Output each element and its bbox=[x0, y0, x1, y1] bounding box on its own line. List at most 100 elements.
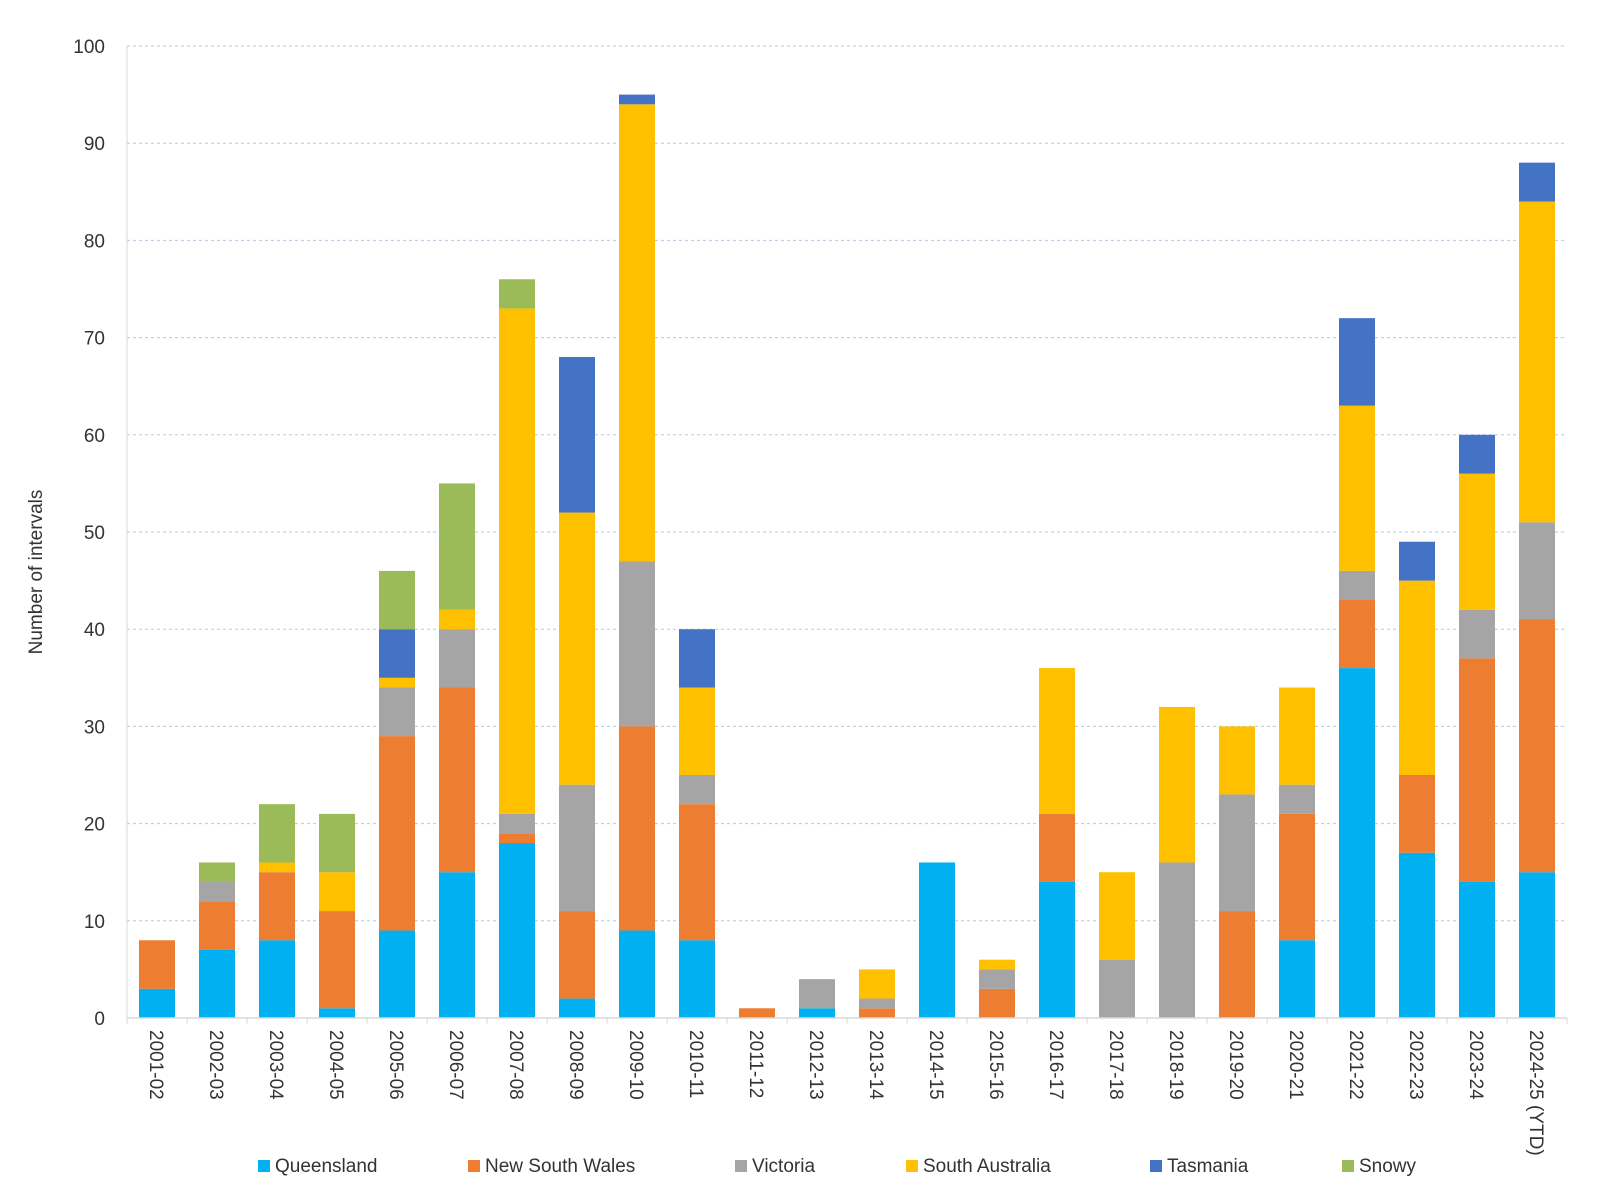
x-tick-label: 2017-18 bbox=[1105, 1030, 1126, 1100]
bar-segment bbox=[1519, 872, 1555, 1018]
bar-segment bbox=[1099, 872, 1135, 960]
y-tick-label: 50 bbox=[84, 523, 105, 544]
bar-segment bbox=[199, 881, 235, 902]
x-tick-label: 2014-15 bbox=[925, 1030, 946, 1100]
y-tick-label: 60 bbox=[84, 426, 105, 447]
bar-segment bbox=[439, 483, 475, 610]
bar-segment bbox=[1399, 775, 1435, 853]
bar-segment bbox=[619, 561, 655, 727]
bar-segment bbox=[1159, 706, 1195, 863]
legend-swatch bbox=[468, 1160, 480, 1172]
bar-segment bbox=[499, 813, 535, 834]
bar-segment bbox=[619, 930, 655, 1018]
bar-segment bbox=[679, 629, 715, 688]
bar-segment bbox=[259, 804, 295, 863]
legend-label: Snowy bbox=[1359, 1156, 1417, 1177]
bar-segment bbox=[619, 726, 655, 931]
y-tick-label: 70 bbox=[84, 329, 105, 350]
legend-swatch bbox=[735, 1160, 747, 1172]
y-tick-labels: 0 10 20 30 40 50 60 70 80 90 100 bbox=[73, 37, 105, 1030]
bar-segment bbox=[559, 784, 595, 912]
bar-segment bbox=[1219, 911, 1255, 1018]
bar-segment bbox=[859, 969, 895, 999]
bar-segment bbox=[1219, 794, 1255, 912]
bar-segment bbox=[559, 512, 595, 785]
bar-segment bbox=[1039, 813, 1075, 882]
x-tick-label: 2009-10 bbox=[625, 1030, 646, 1100]
bar-segment bbox=[379, 629, 415, 678]
bar-segment bbox=[679, 940, 715, 1018]
x-tick-label: 2010-11 bbox=[685, 1030, 706, 1098]
bar-segment bbox=[739, 1008, 775, 1018]
y-tick-label: 10 bbox=[84, 912, 105, 933]
bar-segment bbox=[319, 872, 355, 912]
x-tick-label: 2021-22 bbox=[1345, 1030, 1366, 1100]
bar-segment bbox=[259, 940, 295, 1018]
y-tick-label: 30 bbox=[84, 717, 105, 738]
bar-segment bbox=[1099, 959, 1135, 1018]
legend-label: South Australia bbox=[923, 1156, 1051, 1177]
x-tick-label: 2012-13 bbox=[805, 1030, 826, 1100]
bar-segment bbox=[499, 833, 535, 844]
bar-segment bbox=[199, 862, 235, 882]
x-tick-label: 2008-09 bbox=[565, 1030, 586, 1100]
bar-segment bbox=[1339, 668, 1375, 1018]
x-tick-labels: 2001-02 2002-03 2003-04 2004-05 2005-06 2006-… bbox=[145, 1030, 1546, 1156]
x-tick-label: 2019-20 bbox=[1225, 1030, 1246, 1100]
y-tick-label: 90 bbox=[84, 134, 105, 155]
y-tick-label: 0 bbox=[94, 1009, 105, 1030]
bar-segment bbox=[379, 736, 415, 931]
bar-segment bbox=[1159, 862, 1195, 1018]
bar-segment bbox=[1039, 881, 1075, 1018]
bars bbox=[139, 94, 1555, 1018]
bar-segment bbox=[1279, 940, 1315, 1018]
x-tick-label: 2024-25 (YTD) bbox=[1525, 1030, 1546, 1156]
x-tick-label: 2013-14 bbox=[865, 1030, 886, 1100]
legend: Queensland New South Wales Victoria South A… bbox=[258, 1156, 1417, 1177]
legend-label: Victoria bbox=[752, 1156, 815, 1177]
y-tick-label: 80 bbox=[84, 231, 105, 252]
bar-segment bbox=[319, 1008, 355, 1018]
bar-segment bbox=[1399, 852, 1435, 1018]
x-tick-label: 2002-03 bbox=[205, 1030, 226, 1100]
bar-segment bbox=[679, 775, 715, 805]
bar-segment bbox=[1459, 473, 1495, 610]
legend-swatch bbox=[1342, 1160, 1354, 1172]
y-tick-label: 40 bbox=[84, 620, 105, 641]
bar-segment bbox=[979, 969, 1015, 989]
x-tick-label: 2015-16 bbox=[985, 1030, 1006, 1100]
x-tick-label: 2020-21 bbox=[1285, 1030, 1306, 1100]
legend-swatch bbox=[906, 1160, 918, 1172]
bar-segment bbox=[679, 804, 715, 941]
bar-segment bbox=[499, 843, 535, 1018]
y-tick-label: 100 bbox=[73, 37, 105, 58]
bar-segment bbox=[919, 862, 955, 1018]
bar-segment bbox=[199, 901, 235, 950]
bar-segment bbox=[799, 979, 835, 1009]
bar-segment bbox=[139, 940, 175, 989]
bar-segment bbox=[1519, 201, 1555, 523]
bar-segment bbox=[379, 930, 415, 1018]
bar-segment bbox=[1459, 434, 1495, 474]
gridlines bbox=[127, 45, 1567, 922]
bar-segment bbox=[319, 813, 355, 873]
x-tick-label: 2006-07 bbox=[445, 1030, 466, 1100]
bar-segment bbox=[619, 94, 655, 105]
bar-segment bbox=[1519, 162, 1555, 202]
bar-segment bbox=[499, 308, 535, 814]
bar-segment bbox=[979, 988, 1015, 1018]
legend-label: New South Wales bbox=[485, 1156, 635, 1177]
bar-segment bbox=[1339, 405, 1375, 571]
bar-segment bbox=[799, 1008, 835, 1018]
bar-segment bbox=[1339, 318, 1375, 406]
y-axis-label: Number of intervals bbox=[26, 490, 47, 655]
bar-segment bbox=[1459, 881, 1495, 1018]
x-tick-label: 2016-17 bbox=[1045, 1030, 1066, 1100]
bar-segment bbox=[439, 872, 475, 1018]
bar-segment bbox=[1519, 522, 1555, 620]
legend-swatch bbox=[258, 1160, 270, 1172]
bar-segment bbox=[499, 279, 535, 309]
bar-segment bbox=[379, 570, 415, 630]
x-tick-label: 2001-02 bbox=[145, 1030, 166, 1100]
